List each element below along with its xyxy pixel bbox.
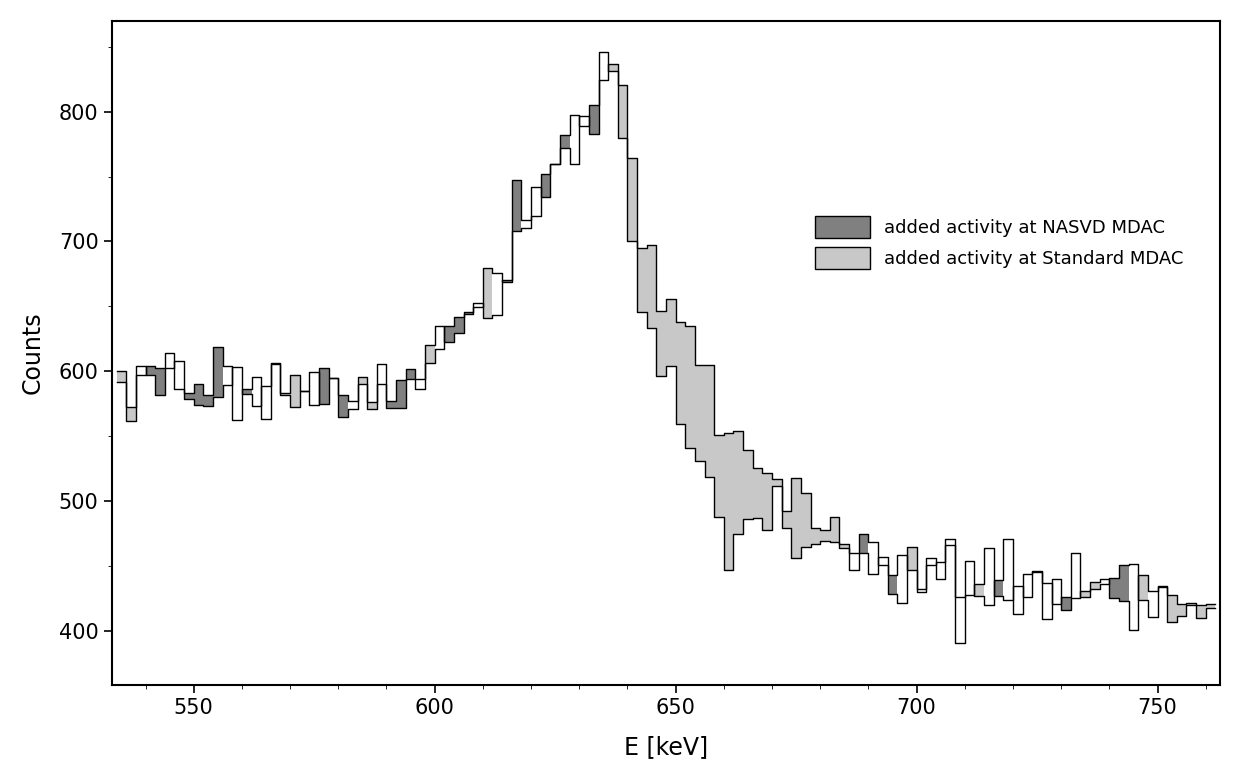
- X-axis label: E [keV]: E [keV]: [624, 736, 709, 759]
- Y-axis label: Counts: Counts: [21, 312, 45, 395]
- Legend: added activity at NASVD MDAC, added activity at Standard MDAC: added activity at NASVD MDAC, added acti…: [815, 216, 1184, 269]
